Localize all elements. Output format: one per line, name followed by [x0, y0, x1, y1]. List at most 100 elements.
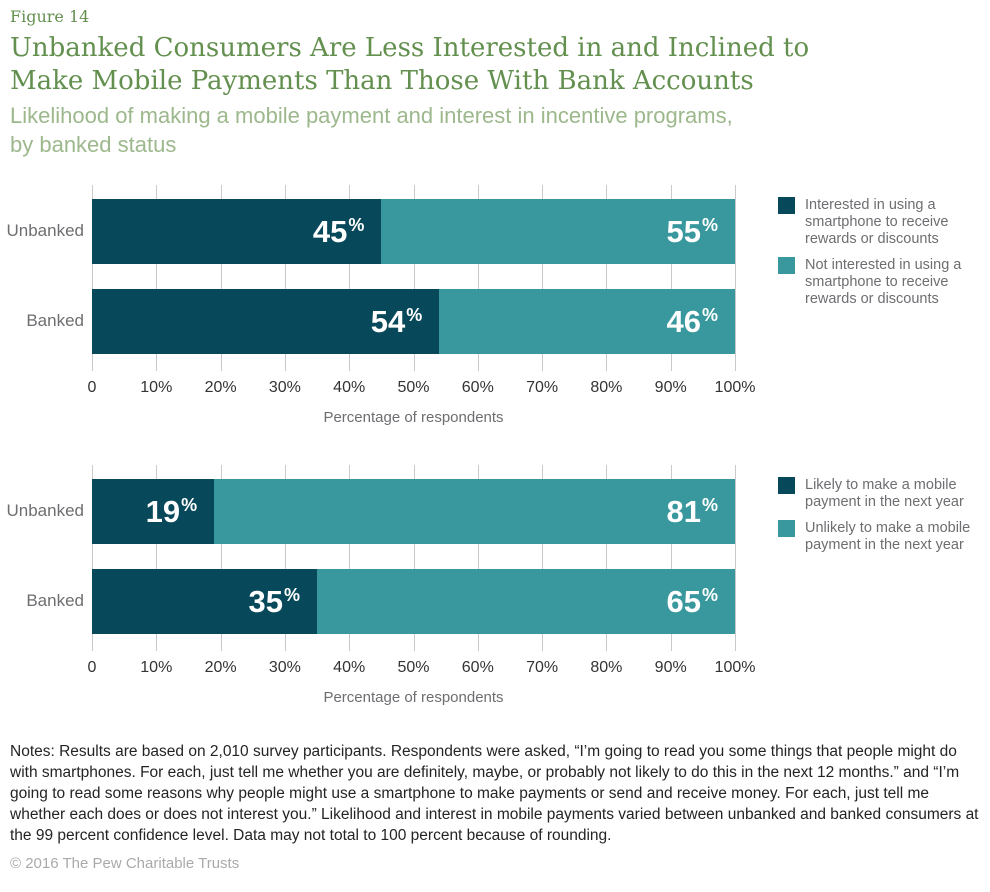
bar-value-label: 55% [666, 216, 735, 247]
x-tick-label: 90% [654, 379, 687, 396]
chart-incentive-interest: 45% 55% 54% 46% 0 10% 20% 30% 40% 50% 60% 70% 80% 90%… [0, 185, 990, 445]
percent-sign: % [701, 495, 718, 515]
gridline [220, 185, 222, 371]
bar-value-number: 81 [666, 494, 701, 529]
copyright-text: © 2016 The Pew Charitable Trusts [10, 855, 240, 872]
x-tick-label: 20% [204, 659, 237, 676]
x-tick-label: 40% [333, 659, 366, 676]
x-tick-label: 100% [714, 379, 756, 396]
percent-sign: % [701, 585, 718, 605]
x-tick-label: 60% [461, 379, 494, 396]
category-label-unbanked: Unbanked [6, 501, 84, 520]
gridline [670, 185, 672, 371]
gridline [156, 465, 158, 651]
legend-label: Interested in using a smartphone to rece… [805, 197, 949, 247]
legend-swatch [778, 477, 795, 494]
x-tick-label: 50% [397, 379, 430, 396]
percent-sign: % [701, 305, 718, 325]
legend: Likely to make a mobile payment in the n… [778, 477, 989, 563]
figure-title: Unbanked Consumers Are Less Interested i… [10, 32, 809, 98]
gridline [735, 465, 736, 651]
figure-subtitle-line-2: by banked status [10, 132, 177, 157]
gridline [349, 465, 351, 651]
figure-label: Figure 14 [10, 7, 90, 26]
legend-label: Not interested in using a smartphone to … [805, 257, 962, 307]
x-tick-label: 70% [526, 379, 559, 396]
x-tick-label: 10% [140, 379, 173, 396]
legend-swatch [778, 520, 795, 537]
x-tick-label: 50% [397, 659, 430, 676]
legend-item: Unlikely to make a mobile payment in the… [778, 520, 989, 554]
gridline [477, 465, 479, 651]
bar-value-number: 19 [145, 494, 181, 529]
gridline [413, 465, 415, 651]
x-tick-label: 80% [590, 659, 623, 676]
legend-label: Likely to make a mobile payment in the n… [805, 477, 964, 510]
gridline [542, 185, 544, 371]
x-tick-label: 30% [268, 659, 301, 676]
gridline [606, 185, 608, 371]
gridline [413, 185, 415, 371]
x-tick-label: 10% [140, 659, 173, 676]
bar-value-number: 45 [312, 214, 348, 249]
percent-sign: % [701, 215, 718, 235]
x-tick-label: 20% [204, 379, 237, 396]
bar-value-label: 54% [371, 306, 440, 337]
bar-banked: 54% 46% [92, 289, 735, 354]
category-label-unbanked: Unbanked [6, 221, 84, 240]
legend-swatch [778, 257, 795, 274]
gridline [542, 465, 544, 651]
bar-unbanked: 45% 55% [92, 199, 735, 264]
gridline [284, 185, 286, 371]
x-tick-label: 80% [590, 379, 623, 396]
x-tick-label: 40% [333, 379, 366, 396]
gridline [477, 185, 479, 371]
bar-banked: 35% 65% [92, 569, 735, 634]
category-label-banked: Banked [26, 591, 84, 610]
x-axis-title: Percentage of respondents [323, 409, 504, 426]
bar-value-label: 81% [666, 496, 735, 527]
gridline [92, 185, 93, 371]
gridline [735, 185, 736, 371]
gridline [606, 465, 608, 651]
bar-unbanked: 19% 81% [92, 479, 735, 544]
bar-value-label: 35% [249, 586, 318, 617]
bar-segment: 81% [214, 479, 735, 544]
legend: Interested in using a smartphone to rece… [778, 197, 989, 317]
bar-value-number: 35 [248, 584, 284, 619]
gridline [670, 465, 672, 651]
plot-area: 45% 55% 54% 46% 0 10% 20% 30% 40% 50% 60% 70% 80% 90%… [88, 185, 755, 396]
bar-value-number: 55 [666, 214, 701, 249]
figure-subtitle: Likelihood of making a mobile payment an… [10, 101, 733, 159]
bar-value-number: 65 [666, 584, 701, 619]
bar-value-label: 45% [313, 216, 382, 247]
bar-segment: 54% [92, 289, 440, 354]
legend-swatch [778, 197, 795, 214]
chart-payment-likelihood: 19% 81% 35% 65% 0 10% 20% 30% 40% 50% 60% 70% 80% 90%… [0, 465, 990, 725]
bar-segment: 46% [439, 289, 735, 354]
plot-area: 19% 81% 35% 65% 0 10% 20% 30% 40% 50% 60% 70% 80% 90%… [88, 465, 755, 676]
bar-segment: 35% [92, 569, 318, 634]
gridline [349, 185, 351, 371]
percent-sign: % [406, 305, 423, 325]
bar-value-number: 46 [666, 304, 701, 339]
percent-sign: % [348, 215, 365, 235]
bar-value-number: 54 [370, 304, 406, 339]
legend-item: Interested in using a smartphone to rece… [778, 197, 989, 248]
bar-segment: 19% [92, 479, 215, 544]
x-axis-title: Percentage of respondents [323, 689, 504, 706]
notes-text: Notes: Results are based on 2,010 survey… [10, 743, 979, 844]
category-label-banked: Banked [26, 311, 84, 330]
x-tick-label: 100% [714, 659, 756, 676]
x-tick-label: 0 [87, 379, 97, 396]
bar-segment: 65% [317, 569, 735, 634]
x-tick-label: 0 [87, 659, 97, 676]
gridline [284, 465, 286, 651]
x-tick-label: 60% [461, 659, 494, 676]
legend-item: Not interested in using a smartphone to … [778, 257, 989, 308]
percent-sign: % [284, 585, 301, 605]
percent-sign: % [181, 495, 198, 515]
gridline [156, 185, 158, 371]
legend-label: Unlikely to make a mobile payment in the… [805, 520, 971, 553]
